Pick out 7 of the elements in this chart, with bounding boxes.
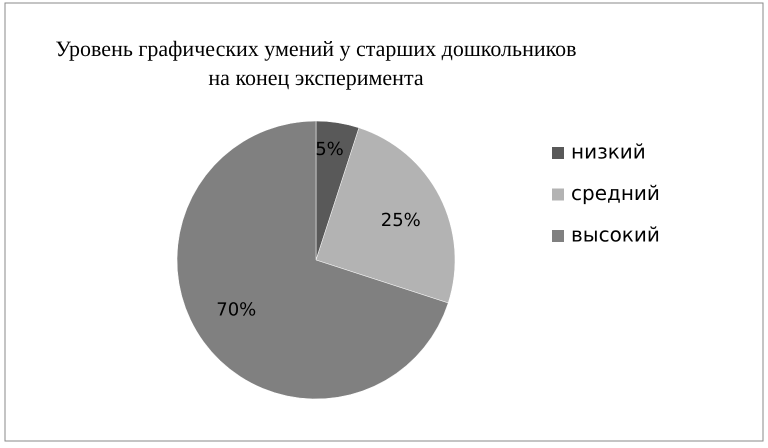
data-label: 25%	[380, 210, 421, 231]
legend-label: высокий	[571, 222, 660, 246]
data-label: 70%	[216, 300, 256, 321]
legend-label: низкий	[571, 139, 646, 164]
legend-label: средний	[571, 180, 660, 205]
chart-title: Уровень графических умений у старших дошкольников на конец эксперимента	[55, 36, 577, 90]
data-label: 5%	[315, 138, 344, 160]
